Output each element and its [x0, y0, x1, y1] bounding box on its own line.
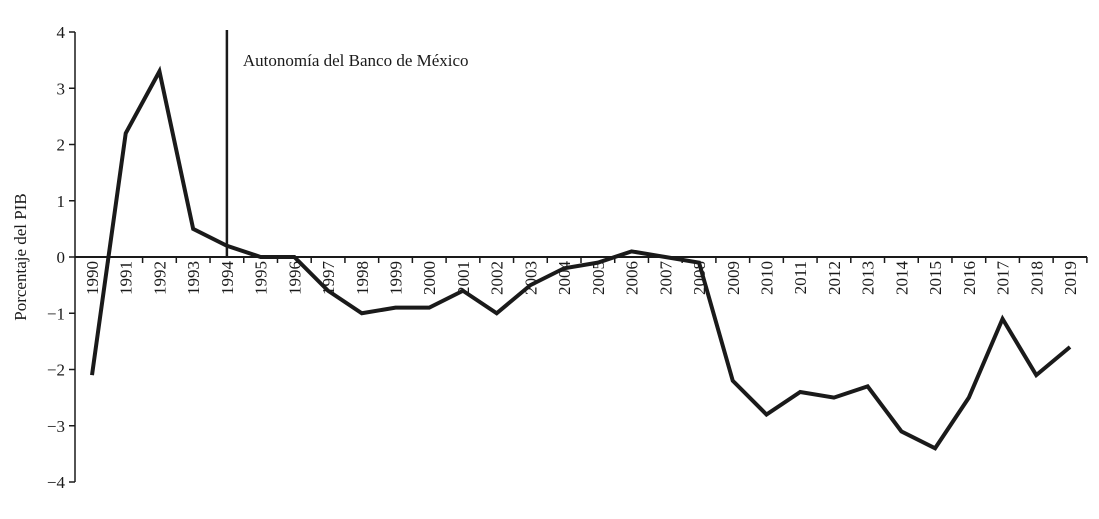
- x-tick-label: 2011: [791, 261, 810, 294]
- x-tick-label: 2016: [960, 261, 979, 295]
- x-tick-label: 1996: [285, 261, 304, 295]
- x-tick-label: 2014: [892, 261, 911, 296]
- x-tick-label: 2001: [454, 261, 473, 295]
- x-tick-label: 1992: [150, 261, 169, 295]
- y-tick-label: −1: [47, 304, 65, 323]
- y-axis-label: Porcentaje del PIB: [11, 193, 30, 320]
- x-tick-label: 1994: [218, 261, 237, 296]
- y-tick-label: −2: [47, 361, 65, 380]
- x-tick-label: 1993: [184, 261, 203, 295]
- x-tick-label: 1998: [353, 261, 372, 295]
- y-tick-label: 4: [57, 23, 66, 42]
- x-tick-label: 1999: [387, 261, 406, 295]
- x-tick-label: 2017: [994, 261, 1013, 296]
- x-tick-label: 2010: [757, 261, 776, 295]
- data-line: [90, 65, 1072, 451]
- x-tick-label: 2005: [589, 261, 608, 295]
- x-tick-label: 2000: [420, 261, 439, 295]
- x-tick-label: 2012: [825, 261, 844, 295]
- x-tick-label: 2002: [488, 261, 507, 295]
- x-tick-label: 2018: [1027, 261, 1046, 295]
- x-tick-label: 2019: [1061, 261, 1080, 295]
- y-tick-label: −4: [47, 473, 66, 492]
- x-tick-label: 1991: [117, 261, 136, 295]
- x-tick-label: 1995: [252, 261, 271, 295]
- y-tick-label: −3: [47, 417, 65, 436]
- x-tick-label: 2007: [656, 261, 675, 296]
- x-tick-label: 2006: [623, 261, 642, 295]
- x-tick-label: 2013: [859, 261, 878, 295]
- y-tick-label: 0: [57, 248, 66, 267]
- x-tick-label: 2015: [926, 261, 945, 295]
- x-tick-label: 2009: [724, 261, 743, 295]
- x-tick-label: 1990: [83, 261, 102, 295]
- y-tick-label: 1: [57, 192, 66, 211]
- y-tick-label: 2: [57, 136, 66, 155]
- y-tick-label: 3: [57, 79, 66, 98]
- annotation-text: Autonomía del Banco de México: [243, 51, 469, 70]
